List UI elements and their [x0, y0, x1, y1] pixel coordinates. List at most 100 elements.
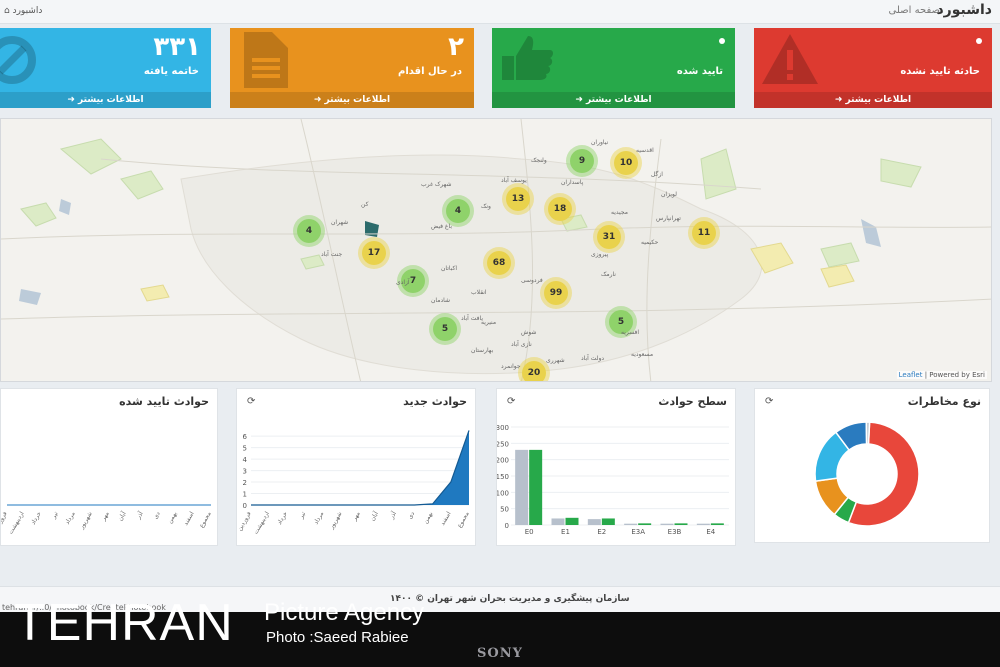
breadcrumb[interactable]: ⌂ داشبورد	[4, 6, 42, 16]
x-tick-label: خرداد	[30, 510, 43, 526]
x-tick-label: مهر	[351, 511, 362, 523]
warning-icon	[760, 30, 820, 90]
map-place-label: ونک	[481, 203, 491, 210]
y-tick-label: 5	[243, 445, 247, 453]
arrow-circle-icon: ➜	[313, 95, 325, 105]
x-tick-label: شهریور	[328, 511, 344, 532]
map-cluster-marker[interactable]: 10	[614, 151, 638, 175]
hazard-donut-chart	[814, 421, 920, 527]
map-place-label: فردوسی	[521, 277, 543, 284]
map-cluster-marker[interactable]: 20	[522, 361, 546, 381]
bar[interactable]	[551, 518, 565, 525]
bar[interactable]	[529, 449, 543, 525]
bar[interactable]	[601, 518, 615, 525]
map-cluster-marker[interactable]: 5	[433, 317, 457, 341]
panel-incident-level: سطح حوادث ⟳ 0 50 100 150 200 250 300 E0 E1 E2 E3A E…	[496, 388, 736, 546]
bar[interactable]	[710, 523, 724, 525]
x-tick-label: خرداد	[276, 510, 289, 526]
stat-label: حادثه تایید نشده	[900, 66, 980, 77]
map-place-label: مجیدیه	[611, 209, 628, 216]
map-place-label: آزادی	[396, 279, 410, 286]
x-tick-label: آبان	[367, 509, 380, 522]
x-tick-label: آذر	[386, 509, 398, 521]
map-cluster-marker[interactable]: 31	[597, 225, 621, 249]
x-tick-label: E1	[561, 528, 570, 536]
map-place-label: شادمان	[431, 297, 450, 304]
stat-box-confirmed: تایید شده ➜ اطلاعات بیشتر	[492, 28, 735, 108]
map-place-label: بهارستان	[471, 347, 494, 354]
bar[interactable]	[565, 517, 579, 525]
map-cluster-marker[interactable]: 7	[401, 269, 425, 293]
stat-label: خاتمه یافته	[143, 66, 199, 77]
map-place-label: باغ فیض	[431, 223, 453, 230]
x-tick-label: E3A	[631, 528, 645, 536]
map-cluster-marker[interactable]: 4	[297, 219, 321, 243]
watermark-credit: Photo :Saeed Rabiee	[266, 629, 409, 646]
bar[interactable]	[624, 523, 638, 525]
map-cluster-marker[interactable]: 99	[544, 281, 568, 305]
map-cluster-marker[interactable]: 13	[506, 187, 530, 211]
stat-count: ۲	[448, 32, 464, 62]
map-place-label: جنت آباد	[321, 251, 343, 258]
breadcrumb-label: داشبورد	[12, 6, 43, 16]
map-place-label: یافت آباد	[461, 315, 484, 322]
refresh-icon[interactable]: ⟳	[247, 396, 256, 407]
stat-label: در حال اقدام	[398, 66, 462, 77]
y-tick-label: 150	[497, 473, 509, 481]
map-cluster-marker[interactable]: 4	[446, 199, 470, 223]
map-place-label: دولت آباد	[581, 355, 605, 362]
donut-slice[interactable]	[847, 421, 920, 527]
bar[interactable]	[660, 523, 674, 525]
status-url: tehran.ir/..0/Photobook/CreatePhotobook	[2, 603, 166, 612]
map-cluster-marker[interactable]: 9	[570, 149, 594, 173]
map-place-label: حکیمیه	[641, 239, 659, 246]
map-place-label: نازی آباد	[511, 341, 532, 348]
donut-slice[interactable]	[865, 421, 871, 445]
panel-title: نوع مخاطرات	[907, 395, 981, 408]
map-place-label: شهرری	[546, 357, 565, 364]
page-subtitle: صفحه اصلی	[888, 5, 940, 16]
leaflet-link[interactable]: Leaflet	[898, 371, 923, 379]
map-place-label: انقلاب	[471, 289, 487, 296]
thumbs-up-icon	[498, 30, 558, 90]
x-tick-label: E4	[706, 528, 715, 536]
stat-box-closed: ۳۳۱ خاتمه یافته ➜ اطلاعات بیشتر	[0, 28, 211, 108]
y-tick-label: 4	[243, 456, 248, 464]
x-tick-label: اسفند	[439, 510, 453, 527]
monitor-bezel	[0, 612, 1000, 667]
more-info-link[interactable]: ➜ اطلاعات بیشتر	[492, 92, 735, 108]
refresh-icon[interactable]: ⟳	[765, 396, 774, 407]
y-tick-label: 300	[497, 424, 509, 432]
map-place-label: افسریه	[621, 329, 640, 336]
stat-box-in-progress: ۲ در حال اقدام ➜ اطلاعات بیشتر	[230, 28, 474, 108]
map-cluster-marker[interactable]: 11	[692, 221, 716, 245]
x-tick-label: دی	[152, 510, 162, 520]
map-place-label: ازگل	[651, 171, 663, 178]
arrow-circle-icon: ➜	[575, 95, 587, 105]
refresh-icon[interactable]: ⟳	[507, 396, 516, 407]
map-place-label: نارمک	[601, 271, 616, 278]
map-cluster-marker[interactable]: 18	[548, 197, 572, 221]
bar[interactable]	[515, 449, 529, 525]
check-circle-icon	[0, 30, 46, 90]
bar[interactable]	[696, 523, 710, 525]
incident-map[interactable]: Leaflet | Powered by Esri 9 10 13 18 4 4 31 11 1…	[0, 118, 992, 382]
map-place-label: نیاوران	[591, 139, 609, 146]
bar[interactable]	[638, 523, 652, 525]
home-icon: ⌂	[4, 6, 13, 16]
map-cluster-marker[interactable]: 68	[487, 251, 511, 275]
x-tick-label: تیر	[50, 510, 60, 521]
map-place-label: ولنجک	[531, 157, 547, 164]
bar[interactable]	[587, 519, 601, 525]
more-info-link[interactable]: ➜ اطلاعات بیشتر	[0, 92, 211, 108]
map-cluster-marker[interactable]: 17	[362, 241, 386, 265]
x-tick-label: آبان	[115, 509, 128, 522]
footer-copyright: سازمان پیشگیری و مدیریت بحران شهر تهران …	[390, 594, 630, 604]
area-series[interactable]	[251, 430, 469, 505]
more-info-link[interactable]: ➜ اطلاعات بیشتر	[754, 92, 992, 108]
map-cluster-marker[interactable]: 5	[609, 310, 633, 334]
more-info-link[interactable]: ➜ اطلاعات بیشتر	[230, 92, 474, 108]
dashboard-screen: داشبورد صفحه اصلی ⌂ داشبورد ۳۳۱ خاتمه یا…	[0, 0, 1000, 612]
x-tick-label: مرداد	[64, 511, 77, 526]
bar[interactable]	[674, 523, 688, 525]
